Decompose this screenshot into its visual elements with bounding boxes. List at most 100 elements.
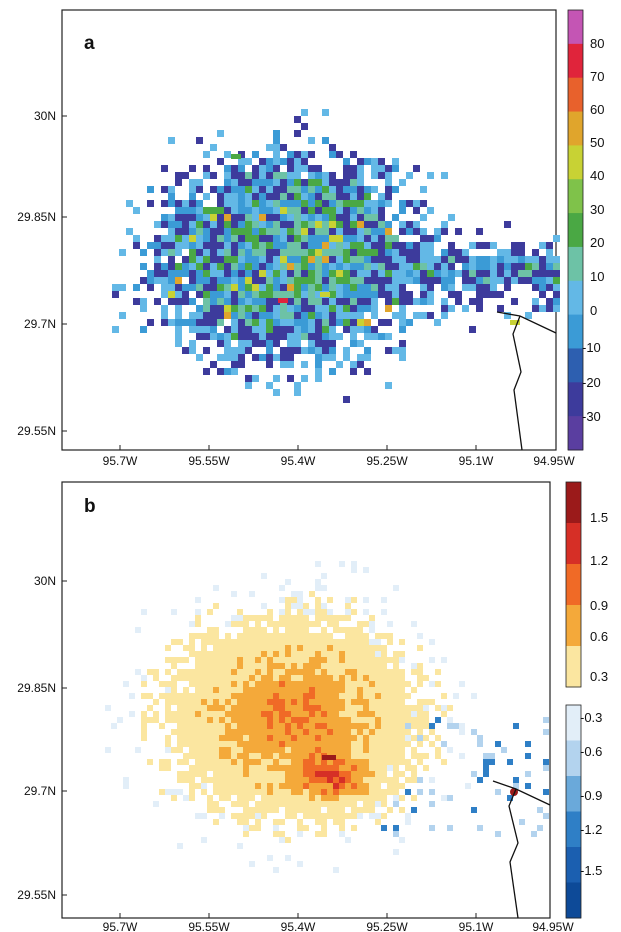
field-cell (238, 165, 245, 172)
field-cell (207, 651, 213, 657)
field-cell (303, 609, 309, 615)
field-cell (267, 633, 273, 639)
field-cell (291, 735, 297, 741)
field-cell (405, 723, 411, 729)
field-cell (161, 291, 168, 298)
field-cell (309, 693, 315, 699)
field-cell (345, 777, 351, 783)
field-cell (259, 179, 266, 186)
field-cell (189, 277, 196, 284)
field-cell (261, 765, 267, 771)
field-cell (441, 172, 448, 179)
field-cell (280, 312, 287, 319)
field-cell (371, 298, 378, 305)
field-cell (201, 717, 207, 723)
field-cell (245, 319, 252, 326)
field-cell (315, 172, 322, 179)
field-cell (393, 765, 399, 771)
field-cell (168, 319, 175, 326)
field-cell (141, 723, 147, 729)
field-cell (243, 657, 249, 663)
field-cell (183, 741, 189, 747)
field-cell (363, 639, 369, 645)
field-cell (327, 795, 333, 801)
field-cell (371, 333, 378, 340)
field-cell (546, 305, 553, 312)
field-cell (308, 347, 315, 354)
field-cell (315, 270, 322, 277)
field-cell (238, 207, 245, 214)
field-cell (393, 783, 399, 789)
field-cell (249, 783, 255, 789)
field-cell (387, 741, 393, 747)
field-cell (210, 361, 217, 368)
field-cell (217, 263, 224, 270)
field-cell (333, 657, 339, 663)
field-cell (375, 651, 381, 657)
colorbar-swatch (566, 882, 581, 919)
field-cell (273, 305, 280, 312)
field-cell (378, 165, 385, 172)
field-cell (245, 312, 252, 319)
field-cell (364, 221, 371, 228)
field-cell (490, 270, 497, 277)
field-cell (423, 723, 429, 729)
field-cell (315, 228, 322, 235)
field-cell (303, 807, 309, 813)
field-cell (441, 284, 448, 291)
field-cell (369, 759, 375, 765)
field-cell (183, 753, 189, 759)
field-cell (343, 284, 350, 291)
field-cell (420, 249, 427, 256)
field-cell (189, 729, 195, 735)
field-cell (435, 705, 441, 711)
field-cell (280, 242, 287, 249)
field-cell (225, 645, 231, 651)
field-cell (301, 326, 308, 333)
field-cell (387, 735, 393, 741)
field-cell (392, 256, 399, 263)
field-cell (201, 663, 207, 669)
field-cell (405, 729, 411, 735)
field-cell (315, 729, 321, 735)
field-cell (273, 657, 279, 663)
field-cell (287, 242, 294, 249)
field-cell (364, 298, 371, 305)
field-cell (273, 819, 279, 825)
field-cell (249, 717, 255, 723)
field-cell (231, 723, 237, 729)
field-cell (238, 319, 245, 326)
colorbar-swatch (568, 179, 583, 214)
field-cell (285, 771, 291, 777)
field-cell (189, 771, 195, 777)
field-cell (336, 214, 343, 221)
field-cell (189, 777, 195, 783)
field-cell (273, 340, 280, 347)
field-cell (371, 221, 378, 228)
field-cell (273, 270, 280, 277)
field-cell (189, 340, 196, 347)
field-cell (308, 340, 315, 347)
field-cell (327, 783, 333, 789)
field-cell (291, 723, 297, 729)
field-cell (364, 319, 371, 326)
field-cell (399, 699, 405, 705)
field-cell (231, 693, 237, 699)
field-cell (303, 675, 309, 681)
field-cell (261, 693, 267, 699)
field-cell (182, 256, 189, 263)
field-cell (357, 639, 363, 645)
field-cell (357, 747, 363, 753)
field-cell (371, 235, 378, 242)
field-cell (471, 729, 477, 735)
field-cell (378, 242, 385, 249)
field-cell (297, 669, 303, 675)
field-cell (350, 193, 357, 200)
field-cell (387, 777, 393, 783)
field-cell (161, 200, 168, 207)
field-cell (364, 242, 371, 249)
field-cell (309, 741, 315, 747)
field-cell (441, 263, 448, 270)
field-cell (345, 597, 351, 603)
field-cell (476, 228, 483, 235)
